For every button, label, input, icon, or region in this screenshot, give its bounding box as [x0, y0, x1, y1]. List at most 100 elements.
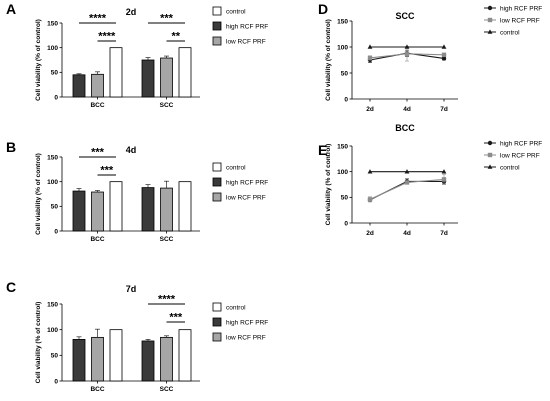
bar: [109, 329, 123, 382]
data-point: [487, 140, 493, 146]
legend-label: high RCF PRF: [500, 5, 542, 12]
y-tick-label: 150: [337, 18, 348, 25]
x-tick-label: SCC: [160, 102, 174, 109]
legend-swatch: [212, 302, 222, 312]
data-point: [487, 164, 493, 169]
x-tick-label: SCC: [160, 386, 174, 393]
significance-label: ****: [98, 31, 116, 43]
legend-label: control: [226, 9, 246, 16]
data-point: [441, 169, 447, 174]
legend-label: high RCF PRF: [226, 180, 268, 187]
y-tick-label: 100: [47, 179, 58, 186]
data-point: [487, 29, 493, 34]
x-tick-label: 4d: [403, 106, 411, 113]
bar: [91, 191, 104, 232]
y-tick-label: 150: [47, 20, 58, 27]
bar: [109, 181, 123, 232]
y-tick-label: 100: [337, 44, 348, 51]
bar: [72, 74, 86, 98]
bar: [141, 340, 155, 382]
y-tick-label: 0: [54, 378, 58, 385]
significance-label: **: [171, 31, 180, 43]
chart-title: 7d: [126, 284, 137, 294]
x-tick-label: 2d: [366, 106, 374, 113]
x-tick-label: 7d: [440, 106, 448, 113]
y-tick-label: 150: [47, 301, 58, 308]
data-point: [404, 44, 410, 49]
chart-title: BCC: [395, 123, 415, 133]
significance-label: ***: [91, 147, 105, 159]
y-tick-label: 50: [51, 353, 59, 360]
y-tick-label: 50: [341, 70, 349, 77]
y-tick-label: 50: [51, 70, 59, 77]
legend-swatch: [212, 6, 222, 16]
data-point: [441, 52, 447, 57]
y-tick-label: 0: [54, 228, 58, 235]
data-point: [367, 197, 373, 202]
data-point: [441, 177, 447, 182]
data-point: [441, 56, 447, 61]
y-tick-label: 150: [47, 154, 58, 161]
panel-e: E BCC 0 50 100 150 Cell viability (% of contro…: [318, 123, 542, 237]
legend-swatch: [212, 332, 222, 342]
y-axis-label: Cell viability (% of control): [35, 302, 42, 384]
x-tick-label: 7d: [440, 230, 448, 237]
y-tick-label: 100: [337, 169, 348, 176]
panel-a: A 2d 0 50 100 150 Cell viability (% of control…: [6, 1, 268, 109]
data-point: [404, 169, 410, 174]
panel-c: C 7d 0 50 100 150 Cell viability (% of control…: [6, 279, 268, 393]
panel-letter: D: [318, 1, 328, 17]
legend-label: low RCF PRF: [226, 195, 266, 202]
x-tick-label: 4d: [403, 230, 411, 237]
bar: [141, 59, 155, 98]
significance-label: ***: [169, 312, 183, 324]
legend-label: high RCF PRF: [226, 24, 268, 31]
significance-label: ***: [100, 165, 114, 177]
y-tick-label: 100: [47, 327, 58, 334]
data-point: [367, 55, 373, 61]
bar: [178, 329, 192, 382]
x-tick-label: BCC: [90, 236, 104, 243]
legend-swatch: [212, 36, 222, 46]
legend-label: low RCF PRF: [226, 335, 266, 342]
legend-swatch: [212, 177, 222, 187]
bar: [178, 181, 192, 232]
x-tick-label: BCC: [90, 386, 104, 393]
panel-letter: C: [6, 279, 16, 295]
y-tick-label: 50: [51, 204, 59, 211]
panel-d: D SCC 0 50 100 150 Cell viability (% of contro…: [318, 1, 542, 113]
bar: [160, 187, 173, 232]
y-tick-label: 0: [54, 94, 58, 101]
legend-swatch: [212, 21, 222, 31]
y-tick-label: 50: [341, 195, 349, 202]
significance-label: ****: [158, 294, 176, 306]
x-tick-label: 2d: [366, 230, 374, 237]
data-point: [367, 44, 373, 49]
legend-label: low RCF PRF: [500, 17, 540, 24]
legend-label: high RCF PRF: [226, 320, 268, 327]
legend-label: high RCF PRF: [500, 140, 542, 147]
x-tick-label: SCC: [160, 236, 174, 243]
data-point: [487, 152, 493, 158]
bar: [91, 73, 104, 98]
y-tick-label: 150: [337, 143, 348, 150]
data-point: [404, 180, 410, 185]
significance-label: ****: [89, 13, 107, 25]
y-tick-label: 0: [344, 220, 348, 227]
significance-label: ***: [160, 13, 174, 25]
y-axis-label: Cell viability (% of control): [35, 19, 42, 101]
data-point: [367, 169, 373, 174]
data-point: [487, 5, 493, 11]
legend-label: low RCF PRF: [226, 39, 266, 46]
y-tick-label: 100: [47, 45, 58, 52]
y-axis-label: Cell viability (% of control): [325, 19, 332, 101]
legend-label: control: [500, 29, 520, 36]
data-point: [404, 51, 410, 56]
data-point: [441, 44, 447, 49]
chart-title: 2d: [126, 7, 137, 17]
bar: [160, 57, 173, 98]
panel-letter: B: [6, 139, 16, 155]
panel-letter: E: [318, 142, 327, 158]
bar: [72, 339, 86, 382]
